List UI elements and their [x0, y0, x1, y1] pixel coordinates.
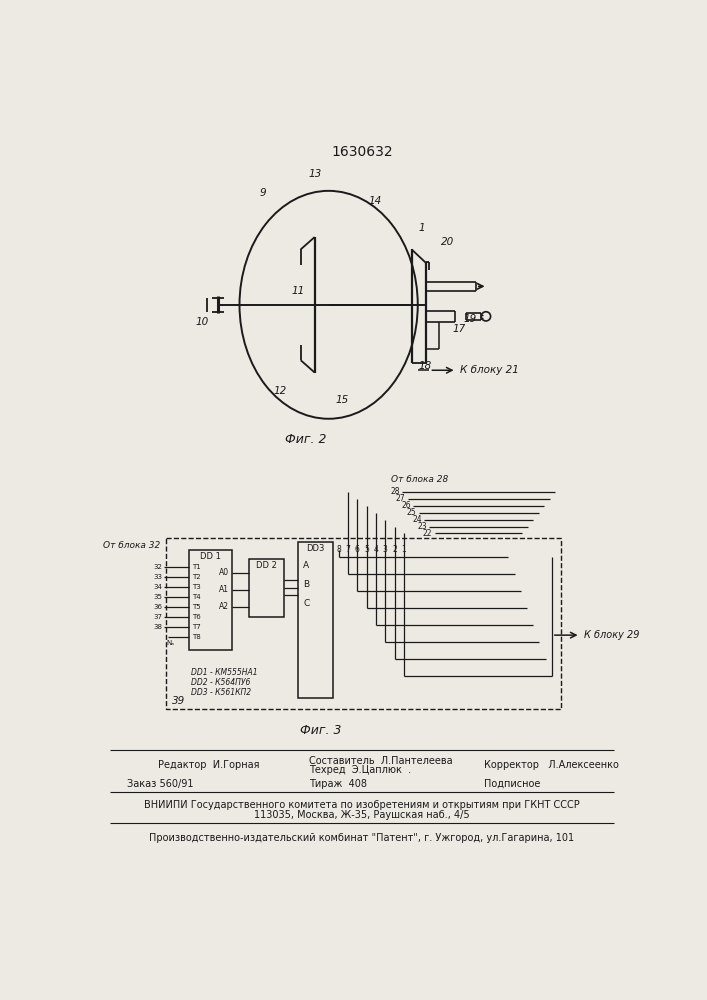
Text: 2: 2 [392, 545, 397, 554]
Text: Техред  Э.Цаплюк  .: Техред Э.Цаплюк . [309, 765, 411, 775]
Text: 26: 26 [401, 501, 411, 510]
Text: К блоку 29: К блоку 29 [585, 630, 640, 640]
Text: Корректор   Л.Алексеенко: Корректор Л.Алексеенко [484, 760, 619, 770]
Text: 15: 15 [336, 395, 349, 405]
Text: От блока 32: От блока 32 [103, 541, 160, 550]
Text: ВНИИПИ Государственного комитета по изобретениям и открытиям при ГКНТ СССР: ВНИИПИ Государственного комитета по изоб… [144, 800, 580, 810]
Text: T2: T2 [192, 574, 201, 580]
Text: Тираж  408: Тираж 408 [309, 779, 367, 789]
Text: 27: 27 [396, 494, 405, 503]
Text: Заказ 560/91: Заказ 560/91 [127, 779, 194, 789]
Text: Фиг. 2: Фиг. 2 [285, 433, 326, 446]
Text: 10: 10 [196, 317, 209, 327]
Text: 18: 18 [419, 361, 432, 371]
Text: T6: T6 [192, 614, 201, 620]
Text: 39: 39 [172, 696, 185, 706]
Bar [298, 542, 332, 698]
Text: От блока 28: От блока 28 [391, 475, 448, 484]
Text: 14: 14 [368, 196, 382, 206]
Text: 7: 7 [346, 545, 351, 554]
Text: DD1 - КМ555НА1: DD1 - КМ555НА1 [191, 668, 257, 677]
Text: 17: 17 [452, 324, 465, 334]
Text: 38: 38 [153, 624, 162, 630]
Text: A1: A1 [218, 585, 228, 594]
Text: 24: 24 [412, 515, 421, 524]
Text: Производственно-издательский комбинат "Патент", г. Ужгород, ул.Гагарина, 101: Производственно-издательский комбинат "П… [149, 833, 575, 843]
Text: T5: T5 [192, 604, 201, 610]
Bar [166, 538, 561, 709]
Text: T4: T4 [192, 594, 201, 600]
Text: Nₐ: Nₐ [167, 640, 175, 646]
Text: Редактор  И.Горная: Редактор И.Горная [158, 760, 259, 770]
Text: 19: 19 [464, 314, 477, 324]
Text: T3: T3 [192, 584, 201, 590]
Text: 33: 33 [153, 574, 162, 580]
Text: 4: 4 [373, 545, 378, 554]
Bar [189, 550, 232, 650]
Text: 20: 20 [440, 237, 454, 247]
Text: T7: T7 [192, 624, 201, 630]
Text: C: C [303, 599, 309, 608]
Text: DD3: DD3 [306, 544, 325, 553]
Text: 13: 13 [308, 169, 321, 179]
Text: 5: 5 [364, 545, 369, 554]
Text: 11: 11 [291, 286, 304, 296]
Text: 8: 8 [337, 545, 341, 554]
Text: 6: 6 [355, 545, 360, 554]
Text: B: B [303, 580, 309, 589]
Text: T1: T1 [192, 564, 201, 570]
Text: 37: 37 [153, 614, 162, 620]
Text: DD3 - К561КП2: DD3 - К561КП2 [191, 688, 251, 697]
Text: 22: 22 [423, 529, 433, 538]
Text: Составитель  Л.Пантелеева: Составитель Л.Пантелеева [309, 756, 453, 766]
Text: 12: 12 [274, 386, 287, 396]
Text: 34: 34 [153, 584, 162, 590]
Text: Фиг. 3: Фиг. 3 [300, 724, 341, 737]
Text: 1: 1 [402, 545, 407, 554]
Text: T8: T8 [192, 634, 201, 640]
Text: 32: 32 [153, 564, 162, 570]
Text: К блоку 21: К блоку 21 [460, 365, 519, 375]
Text: 113035, Москва, Ж-35, Раушская наб., 4/5: 113035, Москва, Ж-35, Раушская наб., 4/5 [254, 810, 469, 820]
Text: 1630632: 1630632 [331, 145, 393, 159]
Text: 28: 28 [390, 487, 400, 496]
Text: 23: 23 [417, 522, 427, 531]
Text: DD 1: DD 1 [200, 552, 221, 561]
Text: A: A [303, 561, 309, 570]
Text: Подписное: Подписное [484, 779, 540, 789]
Bar [249, 559, 284, 617]
Text: A0: A0 [218, 568, 228, 577]
Text: A2: A2 [218, 602, 228, 611]
Text: 3: 3 [382, 545, 387, 554]
Text: DD2 - К564ПУ6: DD2 - К564ПУ6 [191, 678, 250, 687]
Text: 1: 1 [419, 223, 425, 233]
Text: 36: 36 [153, 604, 162, 610]
Text: 9: 9 [259, 188, 266, 198]
Text: 35: 35 [153, 594, 162, 600]
Text: 25: 25 [407, 508, 416, 517]
Text: DD 2: DD 2 [256, 561, 276, 570]
